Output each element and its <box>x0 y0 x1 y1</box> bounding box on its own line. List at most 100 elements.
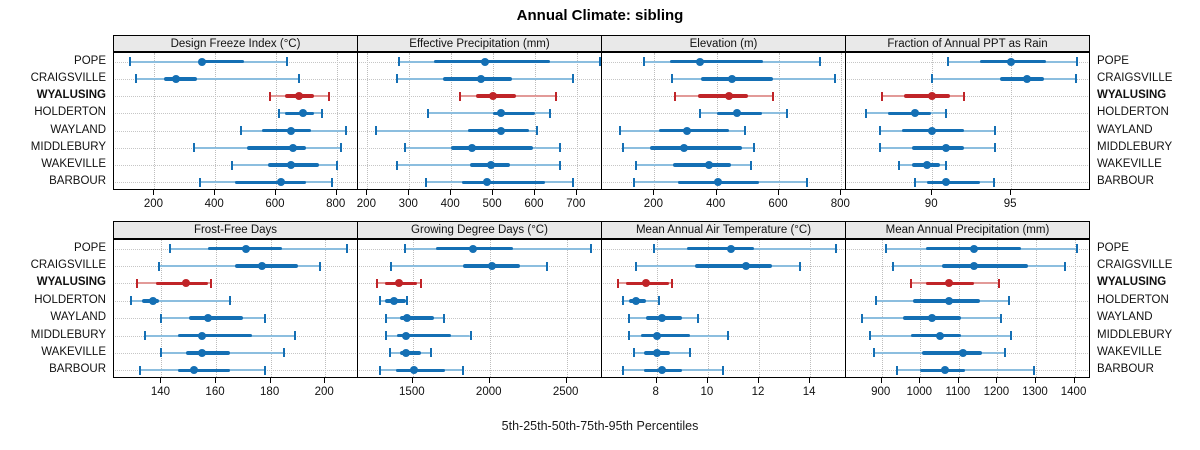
interquartile-bar <box>649 146 742 150</box>
interquartile-bar <box>155 281 208 286</box>
axis-tick-label: 600 <box>265 198 285 210</box>
interquartile-bar <box>698 94 748 98</box>
whisker-cap-high <box>598 57 601 67</box>
whisker-cap-low <box>160 348 163 358</box>
whisker-cap-high <box>294 331 297 341</box>
gridline-v <box>154 53 156 189</box>
whisker-cap-low <box>157 261 160 271</box>
row-label-left-wakeville: WAKEVILLE <box>41 345 106 358</box>
interquartile-bar <box>701 77 773 81</box>
median-dot <box>258 262 267 271</box>
whisker-cap-high <box>994 126 997 136</box>
median-dot <box>198 348 207 357</box>
gridline-v <box>654 53 656 189</box>
row-label-left-pope: POPE <box>74 54 106 67</box>
median-dot <box>657 314 666 323</box>
whisker-cap-low <box>199 177 202 187</box>
axis-tick-label: 10 <box>700 386 714 398</box>
interquartile-bar <box>673 163 731 167</box>
gridline-h <box>359 318 601 320</box>
whisker-cap-high <box>945 160 948 170</box>
interquartile-bar <box>888 111 931 116</box>
whisker-cap-high <box>571 177 574 187</box>
gridline-h <box>359 335 601 337</box>
panel-title: Frost-Free Days <box>193 224 278 236</box>
axis-tick-label: 400 <box>440 198 460 210</box>
whisker-cap-low <box>395 160 398 170</box>
median-dot <box>970 244 979 253</box>
median-dot <box>287 126 296 135</box>
whisker-cap-low <box>861 313 864 323</box>
whisker-cap-low <box>622 143 625 153</box>
axis-tick <box>653 190 655 195</box>
whisker-cap-high <box>1063 261 1066 271</box>
axis-tick <box>655 378 657 383</box>
whisker-cap-low <box>909 278 912 288</box>
axis-tick-label: 1100 <box>945 386 971 398</box>
interquartile-bar <box>399 351 421 355</box>
whisker-cap-high <box>727 331 730 341</box>
panel-title: Growing Degree Days (°C) <box>411 224 548 236</box>
whisker-cap-high <box>331 177 334 187</box>
row-label-right-craigsville: CRAIGSVILLE <box>1097 71 1173 84</box>
median-dot <box>642 279 651 288</box>
whisker-cap-low <box>892 261 895 271</box>
median-dot <box>242 244 251 253</box>
whisker-cap-low <box>168 244 171 254</box>
gridline-h <box>847 113 1089 115</box>
gridline-h <box>115 283 357 285</box>
axis-tick-label: 2000 <box>475 386 502 398</box>
percentile-whisker <box>897 369 1035 372</box>
axis-tick <box>214 190 216 195</box>
whisker-cap-high <box>1008 296 1010 306</box>
median-dot <box>728 74 737 83</box>
row-label-right-craigsville: CRAIGSVILLE <box>1097 259 1173 272</box>
gridline-v <box>325 240 327 377</box>
interquartile-bar <box>188 316 244 320</box>
whisker-cap-high <box>992 177 995 187</box>
panel-plot-elevation <box>601 52 846 190</box>
whisker-cap-high <box>419 278 422 288</box>
row-label-right-pope: POPE <box>1097 54 1129 67</box>
axis-tick <box>996 378 998 383</box>
whisker-cap-high <box>536 126 539 136</box>
interquartile-bar <box>434 59 550 64</box>
axis-tick <box>931 190 933 195</box>
median-dot <box>468 143 477 152</box>
median-dot <box>482 178 491 187</box>
whisker-cap-low <box>880 91 883 101</box>
whisker-cap-high <box>554 91 557 101</box>
gridline-h <box>359 300 601 302</box>
axis-tick <box>153 190 155 195</box>
gridline-v <box>932 53 934 189</box>
row-label-left-middlebury: MIDDLEBURY <box>30 328 106 341</box>
median-dot <box>401 331 410 340</box>
whisker-cap-high <box>1076 57 1079 67</box>
whisker-cap-high <box>1000 313 1003 323</box>
panel-title: Mean Annual Precipitation (mm) <box>885 224 1050 236</box>
median-dot <box>726 244 735 253</box>
interquartile-bar <box>163 77 197 81</box>
interquartile-bar <box>247 146 307 150</box>
gridline-v <box>412 240 414 377</box>
gridline-h <box>359 352 601 354</box>
axis-tick <box>488 378 490 383</box>
gridline-v <box>716 53 718 189</box>
panel-title: Design Freeze Index (°C) <box>170 38 301 50</box>
median-dot <box>680 143 688 152</box>
row-label-left-wayland: WAYLAND <box>50 123 106 136</box>
median-dot <box>942 178 951 187</box>
median-dot <box>657 366 666 375</box>
whisker-cap-high <box>340 143 343 153</box>
panel-title: Mean Annual Air Temperature (°C) <box>635 224 812 236</box>
whisker-cap-high <box>228 296 231 306</box>
axis-tick <box>715 190 717 195</box>
whisker-cap-high <box>671 278 674 288</box>
gridline-v <box>493 53 495 189</box>
whisker-cap-high <box>264 313 267 323</box>
axis-tick <box>1073 378 1075 383</box>
gridline-h <box>359 370 601 372</box>
median-dot <box>923 161 932 170</box>
whisker-cap-low <box>869 331 872 341</box>
